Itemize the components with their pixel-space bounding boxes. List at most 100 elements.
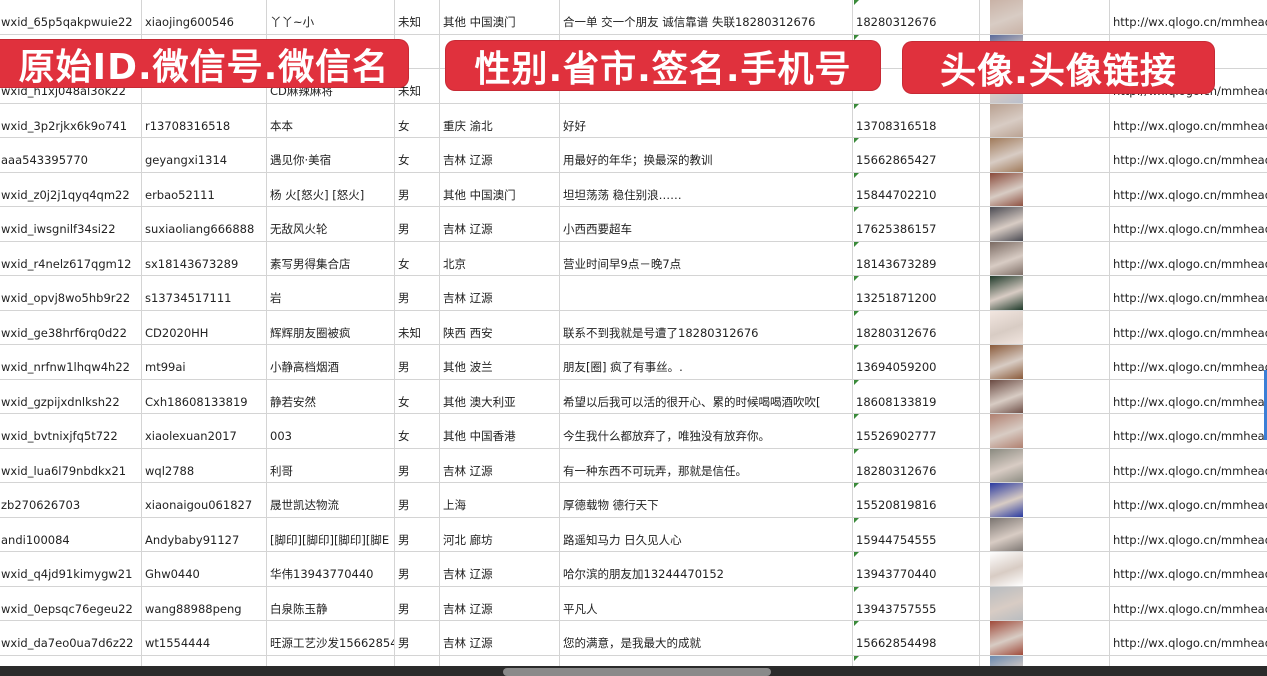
original-id-cell[interactable]: wxid_lua6l79nbdkx21 — [0, 448, 142, 482]
avatar[interactable] — [990, 172, 1023, 206]
avatar-cell[interactable] — [980, 138, 1110, 172]
gender-cell[interactable]: 男 — [395, 448, 440, 482]
avatar-url-cell[interactable]: http://wx.qlogo.cn/mmhead — [1110, 518, 1267, 552]
original-id-cell[interactable]: wxid_65p5qakpwuie22 — [0, 0, 142, 34]
wechat-name-cell[interactable]: 素写男得集合店 — [267, 241, 395, 275]
avatar[interactable] — [990, 138, 1023, 172]
avatar-url-cell[interactable]: http://wx.qlogo.cn/mmhead — [1110, 138, 1267, 172]
gender-cell[interactable]: 男 — [395, 483, 440, 517]
phone-cell[interactable]: 13251871200 — [853, 276, 980, 310]
gender-cell[interactable]: 男 — [395, 172, 440, 206]
avatar[interactable] — [990, 207, 1023, 241]
original-id-cell[interactable]: wxid_q4jd91kimygw21 — [0, 552, 142, 586]
gender-cell[interactable]: 男 — [395, 207, 440, 241]
signature-cell[interactable]: 用最好的年华；换最深的教训 — [560, 138, 853, 172]
gender-cell[interactable] — [395, 655, 440, 666]
wechat-name-cell[interactable]: 杨 火[怒火] [怒火] — [267, 172, 395, 206]
region-cell[interactable]: 其他 波兰 — [440, 345, 560, 379]
avatar-cell[interactable] — [980, 483, 1110, 517]
region-cell[interactable] — [440, 655, 560, 666]
phone-cell[interactable]: 15520819816 — [853, 483, 980, 517]
avatar-url-cell[interactable]: http://wx.qlogo.cn/mmhead — [1110, 621, 1267, 655]
horizontal-scrollbar[interactable] — [503, 668, 771, 676]
region-cell[interactable]: 其他 澳大利亚 — [440, 379, 560, 413]
wechat-id-cell[interactable]: geyangxi1314 — [142, 138, 267, 172]
wechat-id-cell[interactable]: erbao52111 — [142, 172, 267, 206]
avatar[interactable] — [990, 483, 1023, 517]
avatar[interactable] — [990, 276, 1023, 310]
signature-cell[interactable]: 营业时间早9点－晚7点 — [560, 241, 853, 275]
avatar[interactable] — [990, 241, 1023, 275]
gender-cell[interactable]: 男 — [395, 276, 440, 310]
wechat-name-cell[interactable]: 小静高档烟酒 — [267, 345, 395, 379]
phone-cell[interactable]: 13943770440 — [853, 552, 980, 586]
avatar-cell[interactable] — [980, 586, 1110, 620]
wechat-name-cell[interactable]: 丫丫~小 — [267, 0, 395, 34]
wechat-id-cell[interactable]: sx18143673289 — [142, 241, 267, 275]
wechat-name-cell[interactable]: 晟世凯达物流 — [267, 483, 395, 517]
gender-cell[interactable]: 男 — [395, 586, 440, 620]
avatar-url-cell[interactable]: http://wx.qlogo.cn/mmhead — [1110, 311, 1267, 345]
avatar-cell[interactable] — [980, 310, 1110, 344]
original-id-cell[interactable]: wxid_bvtnixjfq5t722 — [0, 414, 142, 448]
region-cell[interactable]: 吉林 辽源 — [440, 138, 560, 172]
original-id-cell[interactable]: wxid_da7eo0ua7d6z22 — [0, 621, 142, 655]
avatar-cell[interactable] — [980, 345, 1110, 379]
avatar[interactable] — [990, 103, 1023, 137]
signature-cell[interactable] — [560, 655, 853, 666]
phone-cell[interactable]: 15944754555 — [853, 517, 980, 551]
original-id-cell[interactable]: wxid_gzpijxdnlksh22 — [0, 379, 142, 413]
gender-cell[interactable]: 未知 — [395, 0, 440, 34]
gender-cell[interactable]: 女 — [395, 103, 440, 137]
avatar-url-cell[interactable]: http://wx.qlogo.cn/mmhead — [1110, 414, 1267, 448]
wechat-id-cell[interactable]: Andybaby91127 — [142, 517, 267, 551]
avatar-cell[interactable] — [980, 621, 1110, 655]
avatar-cell[interactable] — [980, 207, 1110, 241]
wechat-id-cell[interactable]: CD2020HH — [142, 310, 267, 344]
avatar-url-cell[interactable]: http://wx.qlogo.cn/mmhead — [1110, 345, 1267, 379]
wechat-id-cell[interactable]: xiaojing600546 — [142, 0, 267, 34]
avatar[interactable] — [990, 345, 1023, 379]
original-id-cell[interactable]: wxid_ge38hrf6rq0d22 — [0, 310, 142, 344]
wechat-name-cell[interactable]: 静若安然 — [267, 379, 395, 413]
wechat-id-cell[interactable]: Cxh18608133819 — [142, 379, 267, 413]
phone-cell[interactable]: 18280312676 — [853, 310, 980, 344]
phone-cell[interactable]: 13708316518 — [853, 103, 980, 137]
avatar-cell[interactable] — [980, 0, 1110, 34]
avatar[interactable] — [990, 379, 1023, 413]
signature-cell[interactable]: 朋友[圈] 疯了有事丝。. — [560, 345, 853, 379]
original-id-cell[interactable]: aaa543395770 — [0, 138, 142, 172]
avatar[interactable] — [990, 517, 1023, 551]
avatar-cell[interactable] — [980, 276, 1110, 310]
signature-cell[interactable]: 厚德载物 德行天下 — [560, 483, 853, 517]
avatar-url-cell[interactable]: http://wx.qlogo.cn/mmhead — [1110, 449, 1267, 483]
gender-cell[interactable]: 未知 — [395, 69, 440, 103]
wechat-id-cell[interactable]: wql2788 — [142, 448, 267, 482]
gender-cell[interactable]: 女 — [395, 138, 440, 172]
phone-cell[interactable]: 18608133819 — [853, 379, 980, 413]
gender-cell[interactable]: 男 — [395, 345, 440, 379]
original-id-cell[interactable]: wxid_0epsqc76egeu22 — [0, 586, 142, 620]
avatar-url-cell[interactable]: http://wx.qlogo.cn/mmhead — [1110, 0, 1267, 34]
phone-cell[interactable]: 15844702210 — [853, 172, 980, 206]
wechat-id-cell[interactable]: s13734517111 — [142, 276, 267, 310]
wechat-name-cell[interactable]: 遇见你·美宿 — [267, 138, 395, 172]
original-id-cell[interactable]: wxid_z0j2j1qyq4qm22 — [0, 172, 142, 206]
phone-cell[interactable] — [853, 655, 980, 666]
avatar[interactable] — [990, 586, 1023, 620]
wechat-id-cell[interactable]: xiaonaigou061827 — [142, 483, 267, 517]
phone-cell[interactable]: 15526902777 — [853, 414, 980, 448]
avatar-url-cell[interactable] — [1110, 656, 1267, 667]
region-cell[interactable]: 其他 中国澳门 — [440, 172, 560, 206]
signature-cell[interactable]: 路遥知马力 日久见人心 — [560, 517, 853, 551]
wechat-name-cell[interactable]: 本本 — [267, 103, 395, 137]
region-cell[interactable]: 河北 廊坊 — [440, 517, 560, 551]
region-cell[interactable]: 吉林 辽源 — [440, 448, 560, 482]
signature-cell[interactable]: 联系不到我就是号遭了18280312676 — [560, 310, 853, 344]
avatar-cell[interactable] — [980, 241, 1110, 275]
signature-cell[interactable] — [560, 276, 853, 310]
original-id-cell[interactable]: andi100084 — [0, 517, 142, 551]
gender-cell[interactable]: 女 — [395, 414, 440, 448]
signature-cell[interactable]: 有一种东西不可玩弄，那就是信任。 — [560, 448, 853, 482]
gender-cell[interactable]: 女 — [395, 241, 440, 275]
